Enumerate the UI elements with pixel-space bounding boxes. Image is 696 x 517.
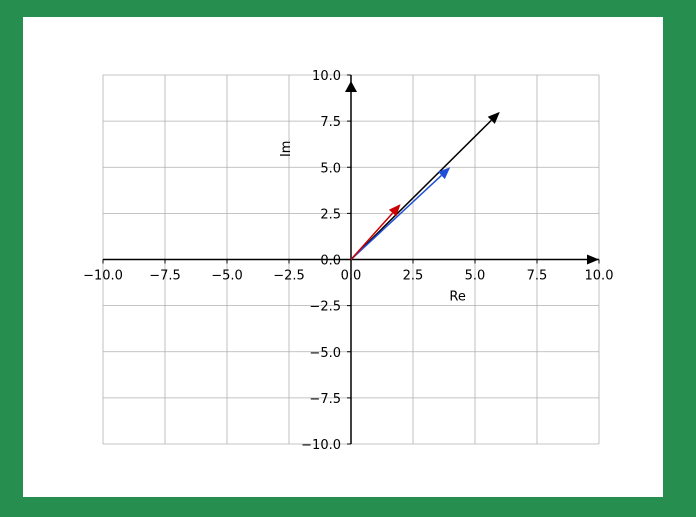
y-tick-label-4: 0.0 bbox=[320, 254, 341, 269]
x-tick-label-6: 5.0 bbox=[465, 269, 486, 284]
vector-arrowhead-2 bbox=[487, 111, 500, 124]
y-tick-label-1: −7.5 bbox=[309, 392, 341, 407]
y-tick-label-8: 10.0 bbox=[312, 69, 341, 84]
x-tick-label-0: −10.0 bbox=[83, 269, 123, 284]
y-tick-label-6: 5.0 bbox=[320, 161, 341, 176]
y-tick-label-3: −2.5 bbox=[309, 300, 341, 315]
y-tick-label-7: 7.5 bbox=[320, 115, 341, 130]
y-axis-arrowhead bbox=[345, 81, 357, 92]
x-tick-label-5: 2.5 bbox=[403, 269, 424, 284]
vector-line-2 bbox=[350, 119, 492, 261]
x-tick-label-3: −2.5 bbox=[273, 269, 305, 284]
vector-arrowhead-1 bbox=[438, 167, 451, 180]
vector-arrowhead-0 bbox=[388, 204, 401, 217]
x-tick-label-1: −7.5 bbox=[149, 269, 181, 284]
complex-plane-chart: −10.0 −7.5 −5.0 −2.5 0.0 2.5 5.0 7.5 10.0 −10.0 −7… bbox=[83, 69, 613, 453]
x-tick-label-8: 10.0 bbox=[585, 269, 614, 284]
x-axis-label: Re bbox=[449, 290, 465, 305]
vector-line-0 bbox=[350, 212, 394, 261]
y-tick-label-2: −5.0 bbox=[309, 346, 341, 361]
x-tick-label-4: 0.0 bbox=[341, 269, 362, 284]
y-tick-label-5: 2.5 bbox=[320, 207, 341, 222]
figure-panel: −10.0 −7.5 −5.0 −2.5 0.0 2.5 5.0 7.5 10.0 −10.0 −7… bbox=[23, 17, 663, 497]
y-axis-label: Im bbox=[279, 141, 294, 158]
tick-labels: −10.0 −7.5 −5.0 −2.5 0.0 2.5 5.0 7.5 10.0 −10.0 −7… bbox=[83, 69, 613, 453]
y-tick-label-0: −10.0 bbox=[301, 438, 341, 453]
x-tick-label-2: −5.0 bbox=[211, 269, 243, 284]
x-axis-arrowhead bbox=[587, 254, 599, 265]
vectors bbox=[350, 111, 500, 261]
vector-line-1 bbox=[350, 174, 442, 261]
x-tick-label-7: 7.5 bbox=[527, 269, 548, 284]
